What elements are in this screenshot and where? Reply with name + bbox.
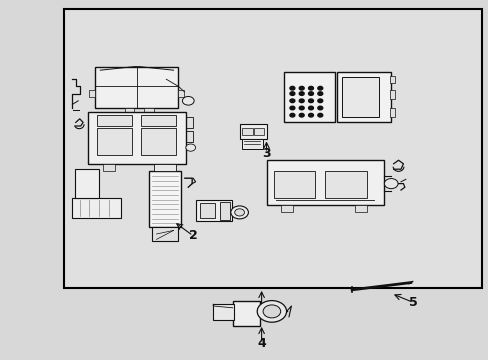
Circle shape [234,209,244,216]
Circle shape [230,206,248,219]
Bar [97,115,132,126]
Bar [141,128,176,155]
Bar [95,67,178,108]
Bar [266,160,383,205]
Bar [124,108,134,114]
Bar [88,112,185,164]
Circle shape [289,86,294,90]
Circle shape [317,99,322,103]
Bar [195,200,232,221]
Circle shape [384,179,397,189]
Bar [154,164,176,171]
Bar [97,128,132,155]
Bar [273,171,315,198]
Bar [389,76,394,83]
Text: 5: 5 [408,296,417,309]
Bar [63,9,481,288]
Circle shape [289,106,294,110]
Circle shape [317,113,322,117]
Circle shape [289,92,294,95]
Bar [283,72,334,122]
Circle shape [299,86,304,90]
Circle shape [299,92,304,95]
Bar [213,304,233,320]
Circle shape [317,92,322,95]
Bar [149,171,181,227]
Bar [354,205,366,212]
Bar [254,128,264,135]
Circle shape [308,86,313,90]
Bar [325,171,366,198]
Bar [141,115,176,126]
Bar [389,90,394,99]
Text: 4: 4 [257,337,265,350]
Bar [220,202,229,220]
Circle shape [299,113,304,117]
Text: 1: 1 [257,305,265,318]
Text: 3: 3 [262,147,270,159]
Circle shape [289,99,294,103]
Bar [178,90,184,97]
Bar [281,205,293,212]
Circle shape [299,99,304,103]
Circle shape [308,99,313,103]
Bar [151,227,178,241]
Circle shape [185,144,195,151]
Circle shape [317,106,322,110]
Text: 2: 2 [188,229,197,242]
Circle shape [308,92,313,95]
Bar [200,203,215,218]
Circle shape [257,301,286,322]
Circle shape [317,86,322,90]
Circle shape [263,305,280,318]
Bar [72,198,121,218]
Bar [102,164,115,171]
Circle shape [299,106,304,110]
Bar [389,108,394,117]
Bar [239,124,266,139]
Bar [156,164,168,171]
Bar [242,139,262,149]
Circle shape [308,113,313,117]
Bar [75,169,99,198]
Bar [337,72,390,122]
Circle shape [308,106,313,110]
Bar [144,108,154,114]
Circle shape [289,113,294,117]
Bar [242,128,252,135]
Bar [232,301,259,326]
Circle shape [182,96,194,105]
Bar [89,90,95,97]
Bar [342,77,378,117]
